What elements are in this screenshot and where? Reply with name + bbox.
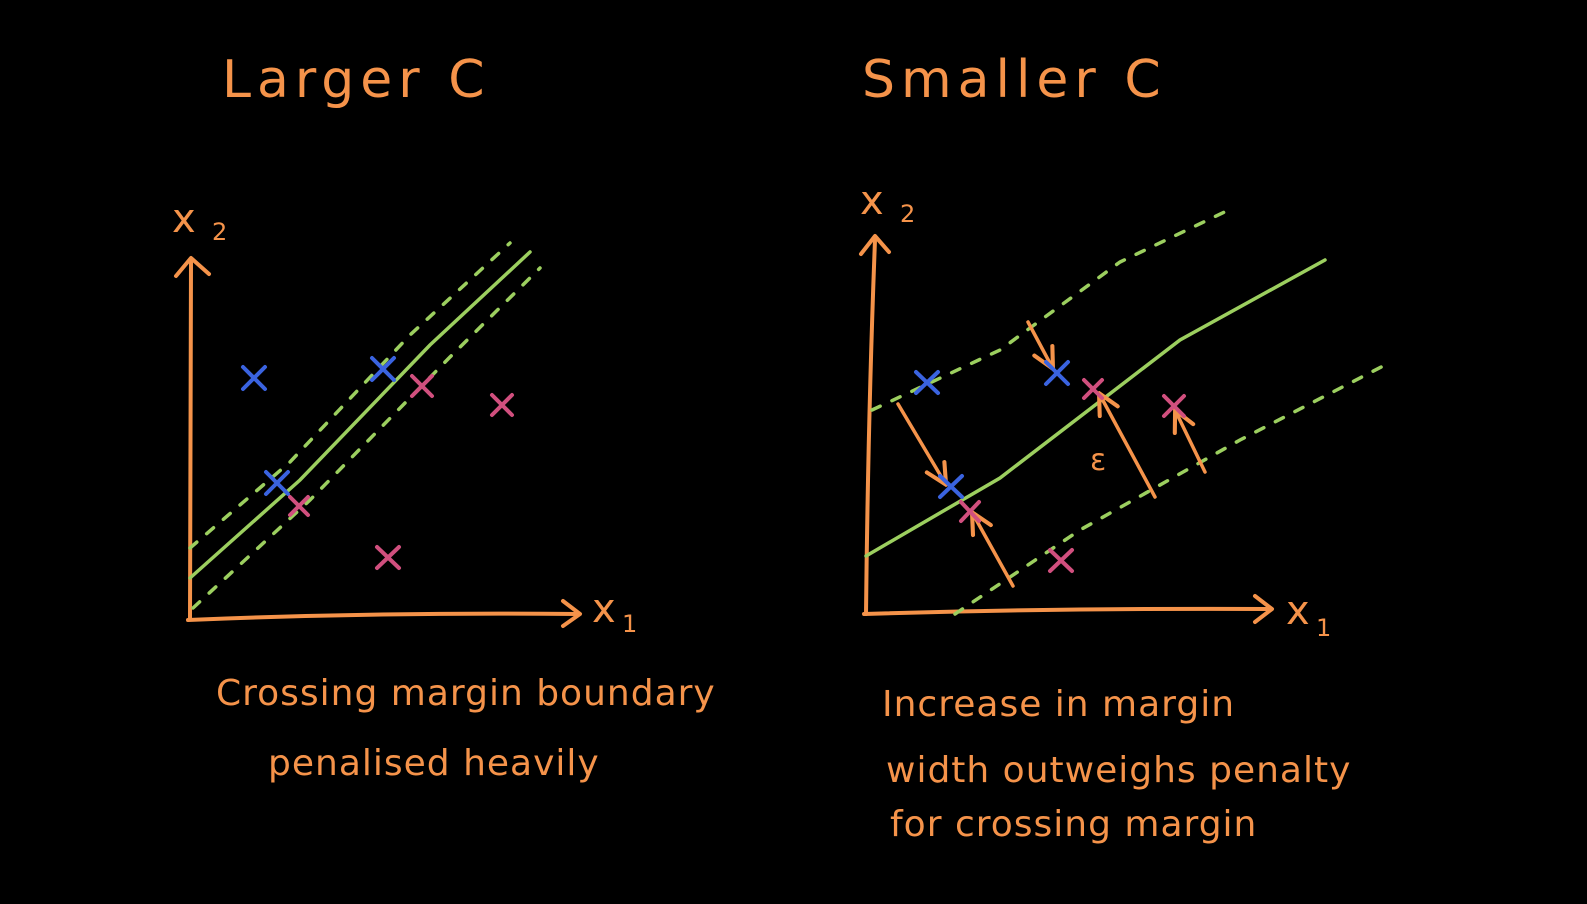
- right-y-axis-label: x: [860, 178, 884, 224]
- point-marker: [370, 356, 396, 382]
- left-margin-upper: [188, 241, 512, 550]
- point-marker: [959, 500, 981, 523]
- point-marker: [1044, 360, 1070, 386]
- right-caption-line2: width outweighs penalty: [886, 750, 1351, 791]
- slack-arrow: [1176, 412, 1207, 474]
- left-y-axis: [188, 260, 193, 620]
- left-y-axis-label: x: [172, 196, 196, 242]
- point-marker: [375, 545, 401, 570]
- point-marker: [914, 370, 940, 395]
- left-x-axis-arrowhead: [561, 599, 582, 628]
- point-marker: [241, 365, 267, 391]
- right-margin-upper: [870, 205, 1237, 412]
- right-caption-line1: Increase in margin: [882, 684, 1235, 725]
- point-marker: [938, 474, 964, 499]
- left-caption-line2: penalised heavily: [268, 743, 600, 784]
- left-caption-line1: Crossing margin boundary: [216, 673, 716, 714]
- right-x-axis: [862, 606, 1272, 616]
- point-marker: [1048, 548, 1074, 573]
- right-x-axis-label: x: [1286, 588, 1310, 634]
- slack-epsilon-label: ε: [1090, 443, 1106, 478]
- slack-arrow: [1026, 320, 1052, 367]
- point-marker: [264, 470, 290, 496]
- left-margin-lower: [191, 266, 542, 610]
- slack-arrow: [1100, 395, 1157, 499]
- right-margin-lower: [953, 363, 1387, 616]
- left-decision-boundary: [188, 250, 532, 580]
- left-title: Larger C: [222, 50, 491, 110]
- point-marker: [1082, 378, 1104, 400]
- point-marker: [410, 374, 434, 398]
- left-x-axis: [186, 611, 580, 622]
- right-decision-boundary: [864, 258, 1327, 558]
- right-y-axis-arrowhead: [859, 234, 891, 256]
- left-panel: Larger C x 2 x 1 Crossing margin boundar…: [172, 50, 716, 784]
- right-x-axis-subscript: 1: [1316, 614, 1331, 642]
- left-y-axis-arrowhead: [174, 256, 211, 278]
- right-y-axis: [864, 238, 877, 616]
- right-x-axis-arrowhead: [1253, 594, 1274, 624]
- point-marker: [490, 393, 514, 417]
- left-x-axis-label: x: [592, 586, 616, 632]
- slack-arrow: [973, 514, 1015, 588]
- point-marker: [288, 495, 310, 517]
- point-marker: [1162, 394, 1186, 418]
- right-panel: Smaller C x 2 x 1 ε Increase in margin w…: [859, 50, 1387, 845]
- left-x-axis-subscript: 1: [622, 610, 637, 638]
- slack-arrow: [896, 402, 945, 483]
- left-y-axis-subscript: 2: [212, 218, 227, 246]
- right-title: Smaller C: [862, 50, 1167, 110]
- right-y-axis-subscript: 2: [900, 200, 915, 228]
- right-caption-line3: for crossing margin: [890, 804, 1257, 845]
